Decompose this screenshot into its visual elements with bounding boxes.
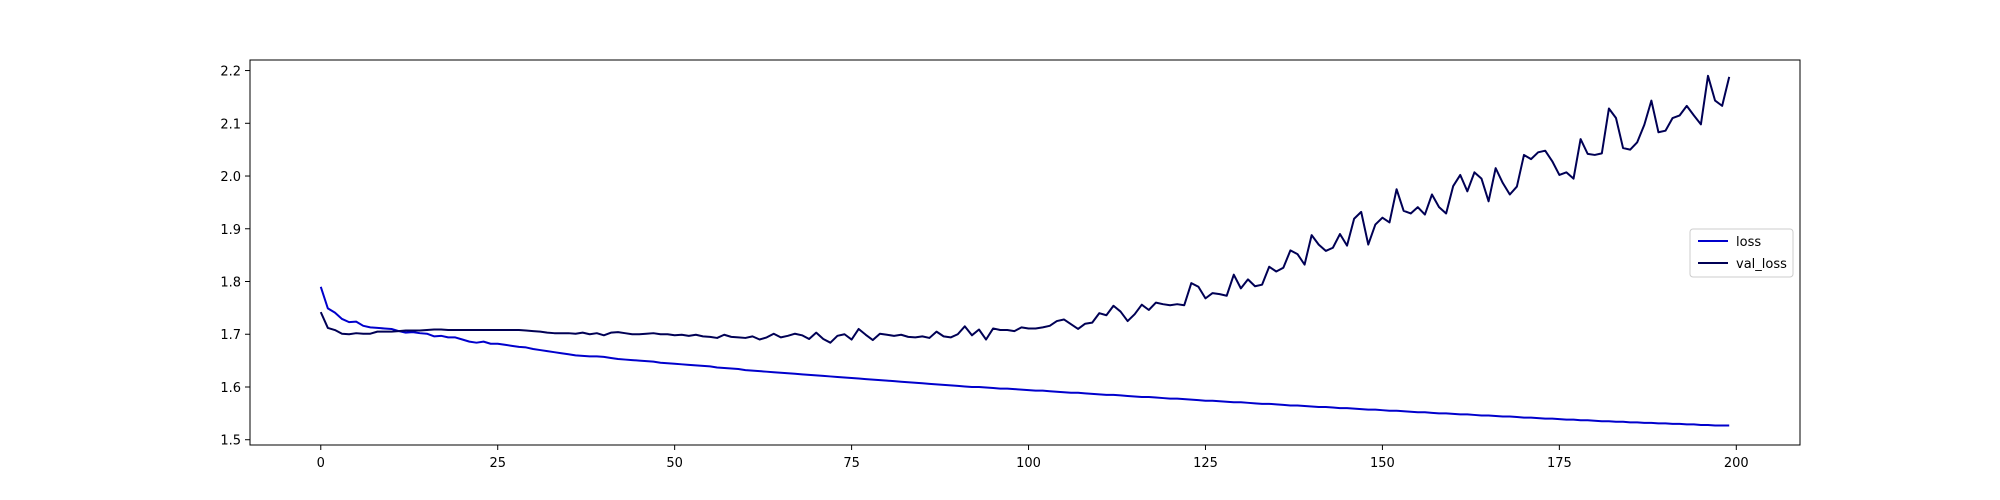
- y-tick-label: 1.8: [220, 276, 241, 291]
- x-tick-label: 100: [1016, 456, 1041, 471]
- y-tick-label: 2.1: [220, 117, 241, 132]
- x-tick-label: 125: [1193, 456, 1218, 471]
- y-tick-label: 1.7: [220, 328, 241, 343]
- x-tick-label: 175: [1547, 456, 1572, 471]
- y-tick-label: 1.9: [220, 223, 241, 238]
- y-tick-label: 2.0: [220, 170, 241, 185]
- legend-label-loss: loss: [1736, 235, 1761, 250]
- plot-area: [249, 59, 1801, 446]
- x-tick-label: 150: [1370, 456, 1395, 471]
- x-axis: 0 25 50 75 100 125 150 175 200: [317, 445, 1749, 471]
- y-axis: 1.5 1.6 1.7 1.8 1.9 2.0 2.1 2.2: [220, 65, 250, 449]
- legend-label-val-loss: val_loss: [1736, 257, 1787, 272]
- y-tick-label: 1.6: [220, 381, 241, 396]
- x-tick-label: 75: [843, 456, 860, 471]
- y-tick-label: 1.5: [220, 434, 241, 449]
- legend: loss val_loss: [1689, 228, 1794, 278]
- x-tick-label: 0: [317, 456, 325, 471]
- x-tick-label: 200: [1724, 456, 1749, 471]
- series-line-val-loss: [319, 74, 1731, 344]
- series-line-loss: [319, 286, 1730, 427]
- y-tick-label: 2.2: [220, 65, 241, 80]
- x-tick-label: 50: [666, 456, 683, 471]
- series-lines: [319, 74, 1731, 427]
- x-tick-label: 25: [489, 456, 506, 471]
